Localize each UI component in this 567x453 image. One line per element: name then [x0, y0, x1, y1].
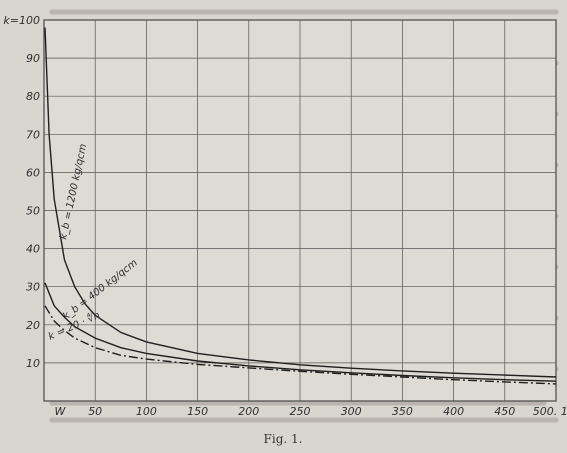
x-tick-label: 300 — [341, 405, 362, 418]
y-tick-label: 60 — [26, 166, 40, 179]
x-tick-label: 350 — [392, 405, 413, 418]
y-tick-label: 80 — [26, 90, 40, 103]
series-line-2 — [44, 305, 557, 385]
y-tick-label: 70 — [26, 128, 40, 141]
grid-lines — [43, 19, 557, 402]
x-tick-label: W — [55, 405, 67, 418]
x-tick-label: 450 — [494, 405, 515, 418]
y-tick-label: 10 — [26, 357, 40, 370]
y-tick-label: 30 — [26, 281, 40, 294]
y-tick-label: 50 — [26, 205, 40, 218]
x-tick-label: 100 — [136, 405, 157, 418]
x-tick-label: 400 — [443, 405, 464, 418]
series-line-1 — [44, 282, 557, 382]
x-tick-label: 50 — [88, 405, 102, 418]
y-tick-label: 40 — [26, 243, 40, 256]
y-tick-label: 20 — [26, 319, 40, 332]
x-tick-label: 200 — [238, 405, 259, 418]
x-tick-label: 500. 10⁶ — [533, 405, 567, 418]
x-tick-label: 250 — [290, 405, 311, 418]
tick-labels: W 50 100 150 200 250 300 350 400 450 500. 10⁶ 10 20 3… — [3, 14, 567, 418]
figure-caption: Fig. 1. — [264, 432, 303, 446]
y-tick-label: 90 — [26, 52, 40, 65]
y-tick-label: k=100 — [3, 14, 40, 27]
x-tick-label: 150 — [187, 405, 208, 418]
series-line-0 — [44, 27, 557, 378]
series-layer — [44, 27, 557, 385]
